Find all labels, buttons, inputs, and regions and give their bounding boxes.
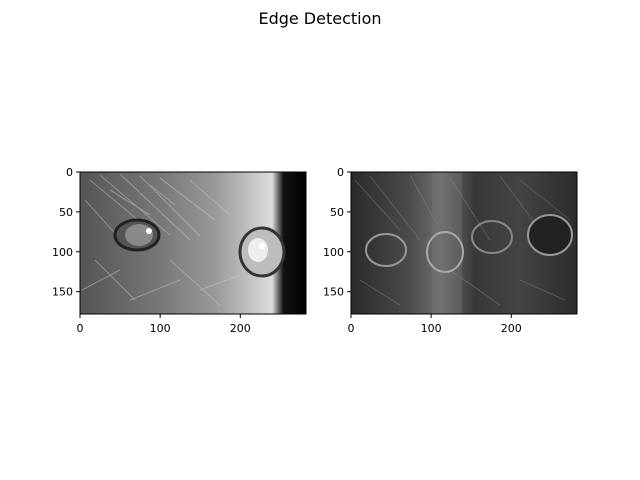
y-tick-label: 150 bbox=[323, 286, 344, 299]
cat-image bbox=[80, 172, 306, 314]
figure-title: Edge Detection bbox=[258, 9, 381, 28]
right-x-ticks: 0 100 200 bbox=[348, 314, 522, 335]
y-tick-label: 50 bbox=[59, 206, 73, 219]
x-tick-label: 200 bbox=[501, 322, 522, 335]
edge-image bbox=[351, 172, 577, 314]
x-tick-label: 200 bbox=[230, 322, 251, 335]
x-tick-label: 0 bbox=[77, 322, 84, 335]
y-tick-label: 150 bbox=[52, 286, 73, 299]
y-tick-label: 100 bbox=[323, 246, 344, 259]
x-tick-label: 100 bbox=[421, 322, 442, 335]
left-y-ticks: 0 50 100 150 bbox=[52, 166, 80, 299]
left-panel: 0 50 100 150 0 100 200 bbox=[52, 166, 307, 335]
x-tick-label: 0 bbox=[348, 322, 355, 335]
right-axes-frame bbox=[350, 171, 578, 315]
y-tick-label: 50 bbox=[330, 206, 344, 219]
right-panel: 0 50 100 150 0 100 200 bbox=[323, 166, 578, 335]
right-y-ticks: 0 50 100 150 bbox=[323, 166, 351, 299]
y-tick-label: 0 bbox=[66, 166, 73, 179]
left-x-ticks: 0 100 200 bbox=[77, 314, 251, 335]
y-tick-label: 100 bbox=[52, 246, 73, 259]
x-tick-label: 100 bbox=[150, 322, 171, 335]
y-tick-label: 0 bbox=[337, 166, 344, 179]
left-axes-frame bbox=[79, 171, 307, 315]
